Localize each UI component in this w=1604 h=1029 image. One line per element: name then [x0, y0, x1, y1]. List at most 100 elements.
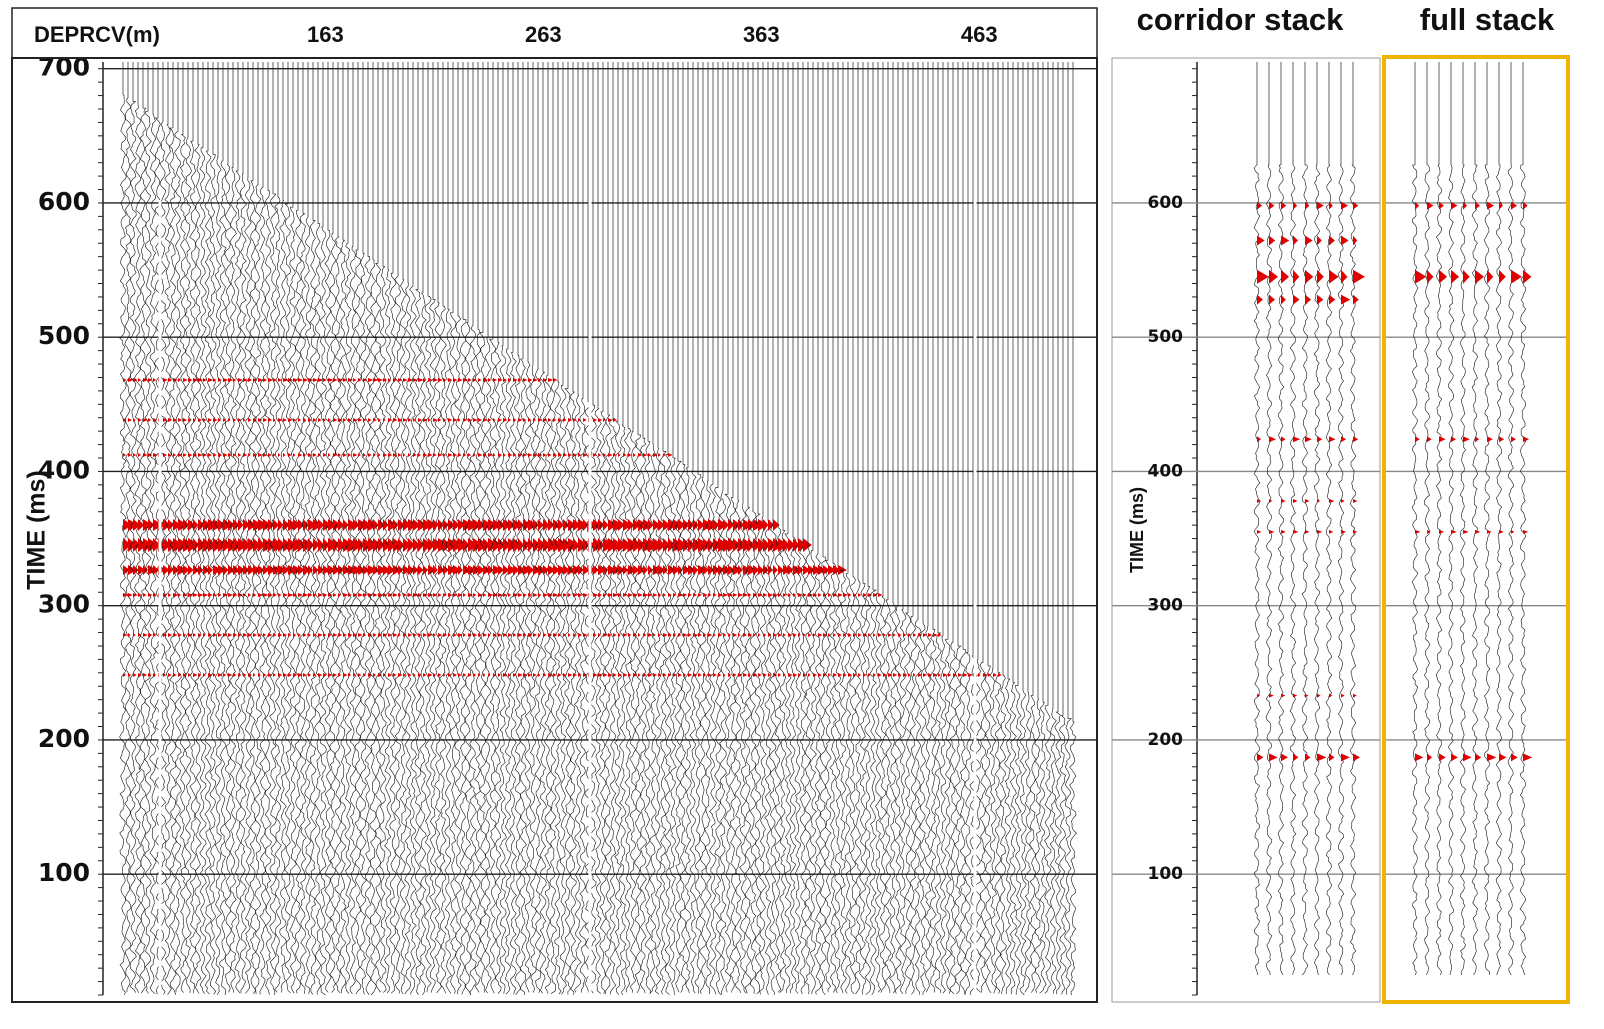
trace-fill	[1523, 201, 1528, 210]
trace-fill	[163, 453, 168, 457]
trace-fill	[488, 633, 491, 637]
trace-fill	[578, 593, 583, 597]
trace-fill	[663, 593, 667, 597]
trace-fill	[1511, 753, 1518, 762]
trace-fill	[1293, 498, 1298, 503]
trace-fill	[353, 633, 358, 637]
trace	[394, 276, 402, 994]
trace-fill	[553, 378, 558, 382]
trace-fill	[338, 538, 346, 552]
trace-fill	[218, 378, 222, 382]
trace-fill	[268, 673, 273, 677]
trace-fill	[198, 418, 203, 422]
trace-fill	[1341, 529, 1347, 534]
trace-fill	[1341, 753, 1350, 762]
trace-fill	[1257, 269, 1269, 284]
trace-fill	[498, 418, 503, 422]
trace-fill	[378, 453, 381, 457]
trace-fill	[748, 519, 757, 531]
trace-fill	[723, 565, 733, 575]
trace-fill	[863, 593, 868, 597]
trace-fill	[258, 538, 266, 552]
y-tick-label: 600	[1148, 193, 1184, 213]
trace-fill	[613, 593, 619, 597]
trace-fill	[193, 538, 200, 552]
trace-fill	[273, 673, 276, 677]
trace-fill	[453, 418, 458, 422]
trace-fill	[253, 453, 257, 457]
trace-fill	[823, 673, 827, 677]
trace-fill	[1499, 753, 1507, 762]
trace-fill	[233, 673, 237, 677]
trace-fill	[668, 519, 678, 531]
trace-fill	[743, 538, 753, 552]
trace-fill	[453, 673, 458, 677]
trace	[644, 441, 652, 994]
trace-fill	[503, 519, 513, 531]
trace-fill	[1451, 201, 1458, 210]
trace	[1507, 164, 1515, 976]
trace-fill	[518, 538, 525, 552]
trace-fill	[348, 378, 354, 382]
trace-fill	[173, 593, 179, 597]
trace-fill	[768, 538, 778, 552]
trace-fill	[293, 378, 299, 382]
trace-fill	[463, 593, 467, 597]
trace-fill	[768, 593, 774, 597]
trace-fill	[508, 593, 512, 597]
trace-fill	[168, 418, 173, 422]
trace-fill	[123, 378, 127, 382]
trace-fill	[473, 673, 477, 677]
trace	[974, 659, 982, 993]
trace-fill	[138, 418, 142, 422]
trace-fill	[248, 453, 251, 457]
trace	[1459, 164, 1466, 976]
trace-fill	[1353, 436, 1359, 443]
trace-fill	[388, 453, 393, 457]
trace-fill	[353, 565, 363, 575]
trace-fill	[1281, 529, 1286, 534]
trace-fill	[478, 593, 484, 597]
trace-fill	[673, 519, 682, 531]
trace-fill	[648, 673, 653, 677]
trace-fill	[383, 593, 388, 597]
trace	[359, 253, 367, 995]
trace-fill	[253, 593, 257, 597]
trace-fill	[513, 519, 522, 531]
trace-fill	[393, 378, 398, 382]
trace-fill	[563, 565, 571, 575]
trace	[464, 322, 472, 995]
trace-fill	[813, 673, 818, 677]
trace-fill	[153, 453, 158, 457]
trace-fill	[1499, 269, 1506, 284]
trace-fill	[713, 673, 717, 677]
trace-fill	[443, 453, 446, 457]
trace-fill	[1305, 294, 1312, 305]
trace-fill	[983, 673, 988, 677]
trace-fill	[273, 633, 277, 637]
trace-fill	[318, 673, 323, 677]
trace-fill	[508, 519, 516, 531]
trace	[799, 543, 807, 994]
trace-fill	[418, 453, 421, 457]
trace-fill	[1353, 269, 1365, 284]
trace-fill	[688, 593, 692, 597]
trace-fill	[433, 378, 439, 382]
trace	[1039, 701, 1047, 994]
trace-fill	[928, 633, 933, 637]
trace-fill	[228, 673, 233, 677]
trace	[234, 170, 242, 994]
trace-fill	[473, 378, 477, 382]
trace-fill	[493, 519, 502, 531]
trace-fill	[748, 565, 757, 575]
trace-fill	[458, 593, 463, 597]
trace-fill	[578, 673, 582, 677]
trace	[384, 269, 392, 994]
trace-fill	[533, 673, 537, 677]
trace	[559, 385, 567, 995]
trace-fill	[1463, 753, 1472, 762]
trace-fill	[518, 673, 523, 677]
trace-fill	[608, 633, 612, 637]
trace-fill	[318, 453, 321, 457]
trace-fill	[403, 418, 408, 422]
